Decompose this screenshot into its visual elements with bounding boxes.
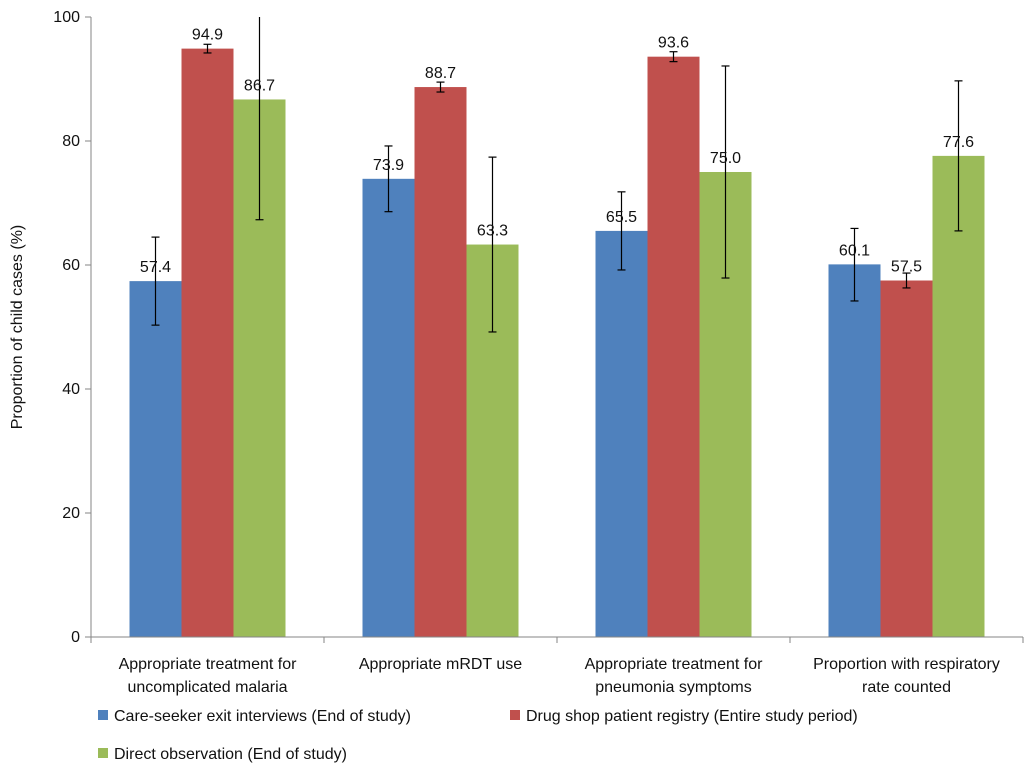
bar: [595, 230, 648, 637]
data-label: 63.3: [477, 223, 508, 240]
bar: [414, 87, 467, 637]
legend-swatch: [510, 710, 520, 720]
bar: [880, 280, 933, 637]
bar: [828, 264, 881, 637]
error-bars: [151, 17, 963, 333]
data-label: 75.0: [710, 150, 741, 167]
y-axis-label: Proportion of child cases (%): [9, 225, 26, 430]
y-tick-label: 100: [53, 9, 80, 26]
bar: [362, 178, 415, 637]
category-label: pneumonia symptoms: [595, 679, 752, 696]
y-tick-label: 0: [71, 629, 80, 646]
category-label: Appropriate treatment for: [585, 656, 764, 673]
data-label: 77.6: [943, 134, 974, 151]
data-label: 57.5: [891, 259, 922, 276]
legend-swatch: [98, 710, 108, 720]
data-label: 88.7: [425, 65, 456, 82]
bars: [129, 48, 985, 638]
legend-item: Drug shop patient registry (Entire study…: [510, 708, 858, 725]
legend: Care-seeker exit interviews (End of stud…: [98, 708, 858, 763]
bar: [647, 56, 700, 638]
bar: [129, 281, 182, 637]
category-labels: Appropriate treatment for uncomplicated m…: [119, 656, 1000, 696]
legend-swatch: [98, 748, 108, 758]
legend-item: Care-seeker exit interviews (End of stud…: [98, 708, 411, 725]
data-label: 73.9: [373, 157, 404, 174]
axes: [90, 17, 1024, 643]
data-label: 86.7: [244, 77, 275, 94]
legend-label: Drug shop patient registry (Entire study…: [526, 708, 858, 725]
bar: [181, 48, 234, 638]
legend-label: Direct observation (End of study): [114, 746, 347, 763]
y-axis-ticks: 0 20 40 60 80 100: [53, 9, 91, 646]
category-label: uncomplicated malaria: [127, 679, 287, 696]
y-tick-label: 40: [62, 381, 80, 398]
y-tick-label: 20: [62, 505, 80, 522]
legend-item: Direct observation (End of study): [98, 746, 347, 763]
data-label: 60.1: [839, 242, 870, 259]
data-label: 93.6: [658, 35, 689, 52]
category-label: rate counted: [862, 679, 951, 696]
bar: [932, 155, 985, 637]
data-label: 57.4: [140, 259, 171, 276]
data-labels: 57.4 94.9 86.7 73.9 88.7 63.3 65.5 93.6 75.0 60.1…: [140, 27, 974, 276]
category-label: Appropriate mRDT use: [359, 656, 522, 673]
legend-label: Care-seeker exit interviews (End of stud…: [114, 708, 411, 725]
y-tick-label: 80: [62, 133, 80, 150]
data-label: 65.5: [606, 209, 637, 226]
category-label: Appropriate treatment for: [119, 656, 298, 673]
y-tick-label: 60: [62, 257, 80, 274]
category-label: Proportion with respiratory: [813, 656, 1000, 673]
data-label: 94.9: [192, 27, 223, 44]
